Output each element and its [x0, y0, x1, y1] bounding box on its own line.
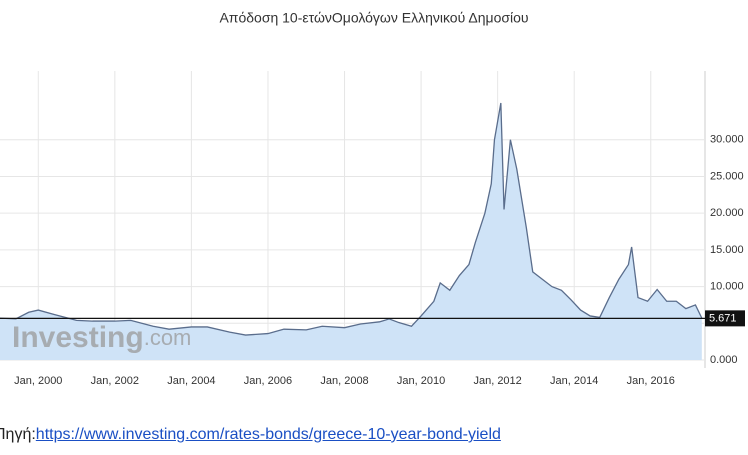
watermark-suffix: .com — [144, 325, 192, 350]
x-tick-label: Jan, 2004 — [167, 375, 215, 387]
y-tick-label: 10.000 — [710, 280, 744, 292]
source-label: Πηγή: — [0, 426, 36, 443]
source: Πηγή:https://www.investing.com/rates-bon… — [0, 426, 501, 444]
x-tick-label: Jan, 2008 — [320, 375, 368, 387]
x-tick-label: Jan, 2002 — [91, 375, 139, 387]
y-tick-label: 20.000 — [710, 207, 744, 219]
x-tick-label: Jan, 2006 — [244, 375, 292, 387]
x-tick-label: Jan, 2014 — [550, 375, 598, 387]
x-tick-label: Jan, 2010 — [397, 375, 445, 387]
reference-label: 5.671 — [709, 312, 737, 324]
area — [0, 103, 702, 361]
reference-label-box — [705, 310, 745, 327]
watermark-brand: Investing — [12, 321, 144, 354]
line — [0, 102, 703, 336]
x-tick-label: Jan, 2000 — [14, 375, 62, 387]
source-link[interactable]: https://www.investing.com/rates-bonds/gr… — [35, 426, 501, 443]
watermark: Investing.com — [12, 321, 191, 354]
x-tick-label: Jan, 2012 — [473, 375, 521, 387]
page: {"chart_data": {"type": "area", "title":… — [0, 9, 745, 443]
y-tick-label: 25.000 — [710, 170, 744, 182]
y-tick-label: 15.000 — [710, 244, 744, 256]
y-tick-label: 30.000 — [710, 134, 744, 146]
x-tick-label: Jan, 2016 — [627, 375, 675, 387]
chart: Απόδοση 10-ετώνΟμολόγων Ελληνικού Δημοσί… — [0, 10, 745, 387]
y-tick-label: 0.000 — [710, 354, 738, 366]
chart-title: Απόδοση 10-ετώνΟμολόγων Ελληνικού Δημοσί… — [219, 10, 528, 26]
